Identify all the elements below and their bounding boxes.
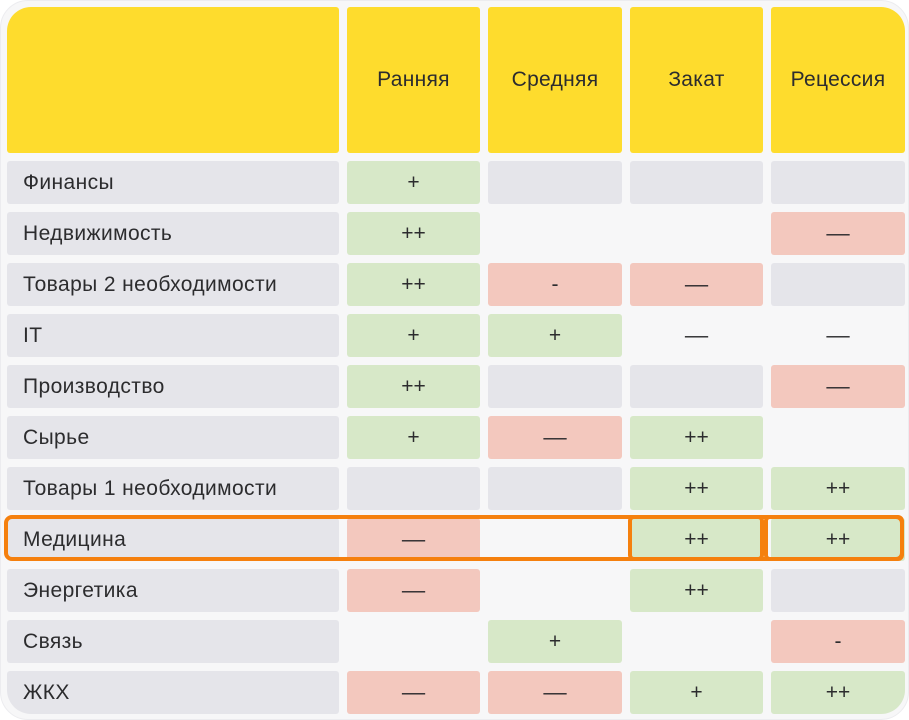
row-label-2: Недвижимость [7, 212, 339, 255]
cell-early-row-1: + [347, 161, 480, 204]
header-phase-early: Ранняя [347, 7, 480, 153]
header-corner-cell [7, 7, 339, 153]
row-label-1: Финансы [7, 161, 339, 204]
cell-recession-row-3 [771, 263, 905, 306]
cell-late-row-11: + [630, 671, 763, 714]
cell-early-row-3: ++ [347, 263, 480, 306]
row-label-11: ЖКХ [7, 671, 339, 714]
cell-late-row-2 [630, 212, 763, 255]
cell-early-row-7 [347, 467, 480, 510]
cell-late-row-3: –– [630, 263, 763, 306]
cell-recession-row-11: ++ [771, 671, 905, 714]
cell-late-row-4: –– [684, 323, 709, 347]
cell-early-row-11: –– [347, 671, 480, 714]
cell-recession-row-8: ++ [771, 518, 905, 561]
cell-late-row-8: ++ [630, 518, 763, 561]
cell-recession-row-9 [771, 569, 905, 612]
cell-early-row-6: + [347, 416, 480, 459]
cell-early-row-10 [347, 620, 480, 663]
cell-middle-row-8 [488, 518, 622, 561]
cell-middle-row-10: + [488, 620, 622, 663]
cell-middle-row-2 [488, 212, 622, 255]
cell-recession-row-7: ++ [771, 467, 905, 510]
row-label-8: Медицина [7, 518, 339, 561]
row-label-5: Производство [7, 365, 339, 408]
cell-recession-row-6 [771, 416, 905, 459]
cell-early-row-8: –– [347, 518, 480, 561]
cell-recession-row-1 [771, 161, 905, 204]
cell-middle-row-9 [488, 569, 622, 612]
cell-recession-row-4: –– [826, 323, 850, 347]
cell-middle-row-7 [488, 467, 622, 510]
cell-late-row-5 [630, 365, 763, 408]
row-label-7: Товары 1 необходимости [7, 467, 339, 510]
cell-early-row-4: + [347, 314, 480, 357]
header-phase-middle: Средняя [488, 7, 622, 153]
cell-middle-row-4: + [488, 314, 622, 357]
cell-middle-row-5 [488, 365, 622, 408]
cell-recession-row-2: –– [771, 212, 905, 255]
cell-recession-row-10: - [771, 620, 905, 663]
cell-late-row-9: ++ [630, 569, 763, 612]
cell-late-row-6: ++ [630, 416, 763, 459]
cell-late-row-7: ++ [630, 467, 763, 510]
cell-early-row-5: ++ [347, 365, 480, 408]
cell-middle-row-6: –– [488, 416, 622, 459]
cell-middle-row-11: –– [488, 671, 622, 714]
sector-rotation-table: Ранняя Средняя Закат Рецессия Финансы + Не… [7, 7, 905, 714]
row-label-9: Энергетика [7, 569, 339, 612]
cell-late-row-1 [630, 161, 763, 204]
header-phase-late: Закат [630, 7, 763, 153]
row-label-3: Товары 2 необходимости [7, 263, 339, 306]
cell-early-row-2: ++ [347, 212, 480, 255]
row-label-10: Связь [7, 620, 339, 663]
row-label-4: IT [7, 314, 339, 357]
cell-recession-row-5: –– [771, 365, 905, 408]
cell-late-row-10 [630, 620, 763, 663]
row-label-6: Сырье [7, 416, 339, 459]
cell-middle-row-3: - [488, 263, 622, 306]
header-phase-recession: Рецессия [771, 7, 905, 153]
cell-middle-row-1 [488, 161, 622, 204]
cell-early-row-9: –– [347, 569, 480, 612]
